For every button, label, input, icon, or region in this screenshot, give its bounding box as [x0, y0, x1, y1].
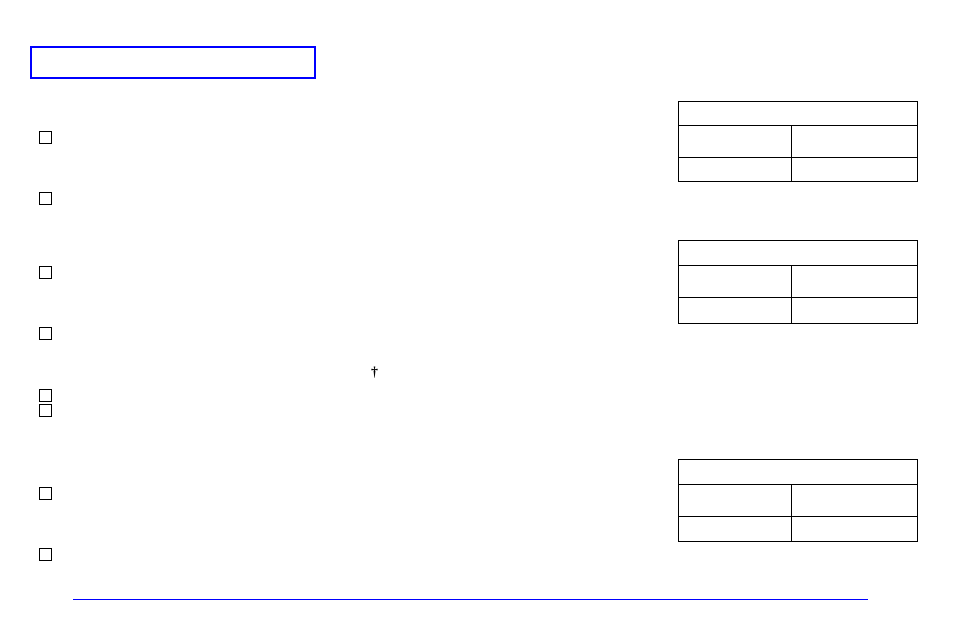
table-header-cell [679, 241, 918, 266]
checkbox-1[interactable] [39, 131, 52, 144]
table-cell [679, 158, 792, 182]
table-cell [679, 298, 792, 324]
table-cell [679, 126, 792, 158]
small-table-2 [678, 240, 918, 324]
table-cell [679, 485, 792, 517]
small-table-1 [678, 101, 918, 182]
table-cell [791, 158, 917, 182]
table-header-cell [679, 102, 918, 126]
checkbox-2[interactable] [39, 192, 52, 205]
bottom-rule [73, 599, 868, 600]
checkbox-7[interactable] [39, 487, 52, 500]
small-table-3 [678, 459, 918, 542]
checkbox-8[interactable] [39, 548, 52, 561]
table-cell [791, 485, 917, 517]
checkbox-4[interactable] [39, 327, 52, 340]
table-cell [791, 517, 917, 542]
checkbox-5[interactable] [39, 389, 52, 402]
table-header-cell [679, 460, 918, 485]
checkbox-6[interactable] [39, 404, 52, 417]
table-cell [791, 298, 917, 324]
table-cell [791, 266, 917, 298]
dagger-symbol: † [371, 365, 378, 381]
table-cell [679, 266, 792, 298]
table-cell [679, 517, 792, 542]
table-cell [791, 126, 917, 158]
title-box [30, 46, 316, 79]
checkbox-3[interactable] [39, 266, 52, 279]
